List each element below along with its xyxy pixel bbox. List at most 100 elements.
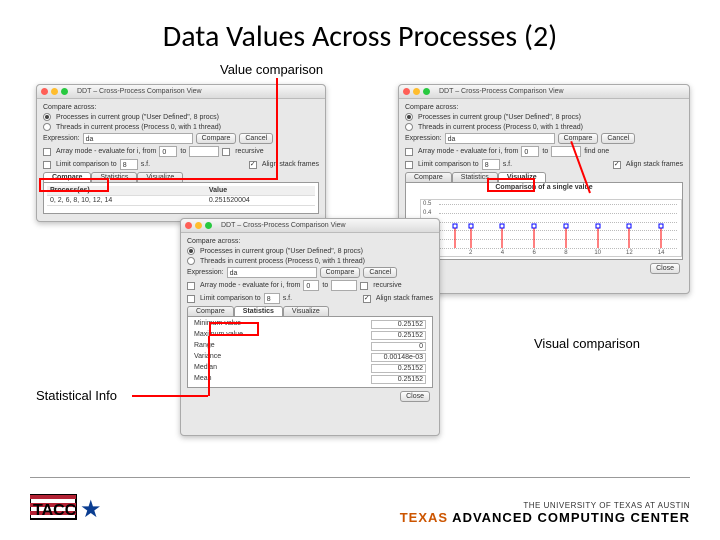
align-stack-label: Align stack frames xyxy=(262,161,319,168)
array-to-label: to xyxy=(542,148,548,155)
svg-text:TACC: TACC xyxy=(33,502,77,519)
callout-value-comparison: Value comparison xyxy=(220,62,323,77)
align-stack-label: Align stack frames xyxy=(376,295,433,302)
tab-visualize[interactable]: Visualize xyxy=(137,172,183,182)
tab-visualize[interactable]: Visualize xyxy=(283,306,329,316)
compare-across-label: Compare across: xyxy=(187,238,433,245)
close-button[interactable]: Close xyxy=(650,263,680,274)
sf-label: s.f. xyxy=(503,161,512,168)
expression-input[interactable]: da xyxy=(227,267,317,278)
array-mode-label: Array mode - evaluate for i, from xyxy=(200,282,300,289)
close-button[interactable]: Close xyxy=(400,391,430,402)
window-visualize: DDT – Cross-Process Comparison View Comp… xyxy=(398,84,690,294)
stat-row: Median0.25152 xyxy=(190,363,430,374)
statistics-panel: Minimum value0.25152Maximum value0.25152… xyxy=(187,316,433,388)
recursive-checkbox[interactable] xyxy=(222,148,230,156)
cancel-button[interactable]: Cancel xyxy=(363,267,397,278)
window-title: DDT – Cross-Process Comparison View xyxy=(77,88,202,95)
minimize-icon[interactable] xyxy=(51,88,58,95)
table-row: 0, 2, 6, 8, 10, 12, 140.251520004 xyxy=(47,196,315,206)
limit-sf-input[interactable]: 8 xyxy=(264,293,280,304)
recursive-checkbox[interactable] xyxy=(360,282,368,290)
compare-button[interactable]: Compare xyxy=(558,133,599,144)
radio-threads[interactable] xyxy=(405,123,413,131)
array-mode-checkbox[interactable] xyxy=(43,148,51,156)
zoom-icon[interactable] xyxy=(423,88,430,95)
close-icon[interactable] xyxy=(185,222,192,229)
radio-processes-label: Processes in current group ("User Define… xyxy=(200,248,363,255)
tacc-logo: TACC ★ xyxy=(30,489,108,525)
svg-text:★: ★ xyxy=(80,496,102,523)
results-table: Process(es)Value 0, 2, 6, 8, 10, 12, 140… xyxy=(47,186,315,206)
array-from-input[interactable]: 0 xyxy=(521,146,539,157)
limit-sf-input[interactable]: 8 xyxy=(482,159,500,170)
sf-label: s.f. xyxy=(141,161,150,168)
array-mode-checkbox[interactable] xyxy=(187,282,195,290)
array-to-label: to xyxy=(322,282,328,289)
cancel-button[interactable]: Cancel xyxy=(239,133,273,144)
limit-checkbox[interactable] xyxy=(187,295,195,303)
tab-bar: Compare Statistics Visualize xyxy=(187,306,433,316)
radio-processes[interactable] xyxy=(43,113,51,121)
zoom-icon[interactable] xyxy=(61,88,68,95)
minimize-icon[interactable] xyxy=(195,222,202,229)
array-to-input[interactable] xyxy=(331,280,357,291)
expression-label: Expression: xyxy=(187,269,224,276)
array-to-input[interactable] xyxy=(189,146,219,157)
expression-label: Expression: xyxy=(43,135,80,142)
callout-visual-comparison: Visual comparison xyxy=(534,336,640,351)
slide-title: Data Values Across Processes (2) xyxy=(0,18,720,55)
stat-row: Maximum value0.25152 xyxy=(190,330,430,341)
radio-processes-label: Processes in current group ("User Define… xyxy=(418,114,581,121)
tab-compare[interactable]: Compare xyxy=(405,172,452,182)
compare-button[interactable]: Compare xyxy=(196,133,237,144)
tab-visualize[interactable]: Visualize xyxy=(498,172,546,182)
compare-button[interactable]: Compare xyxy=(320,267,361,278)
callout-statistical-info: Statistical Info xyxy=(36,388,117,403)
array-from-input[interactable]: 0 xyxy=(303,280,319,291)
compare-results-panel: Process(es)Value 0, 2, 6, 8, 10, 12, 140… xyxy=(43,182,319,214)
align-stack-checkbox[interactable] xyxy=(249,161,257,169)
limit-label: Limit comparison to xyxy=(418,161,479,168)
tab-compare[interactable]: Compare xyxy=(187,306,234,316)
array-mode-label: Array mode - evaluate for i, from xyxy=(418,148,518,155)
titlebar: DDT – Cross-Process Comparison View xyxy=(399,85,689,99)
window-compare: DDT – Cross-Process Comparison View Comp… xyxy=(36,84,326,222)
recursive-label: recursive xyxy=(373,282,401,289)
expression-input[interactable]: da xyxy=(83,133,193,144)
align-stack-label: Align stack frames xyxy=(626,161,683,168)
tab-statistics[interactable]: Statistics xyxy=(91,172,137,182)
titlebar: DDT – Cross-Process Comparison View xyxy=(37,85,325,99)
radio-threads[interactable] xyxy=(187,257,195,265)
cancel-button[interactable]: Cancel xyxy=(601,133,635,144)
array-mode-checkbox[interactable] xyxy=(405,148,413,156)
radio-threads[interactable] xyxy=(43,123,51,131)
tab-statistics[interactable]: Statistics xyxy=(452,172,498,182)
limit-checkbox[interactable] xyxy=(43,161,51,169)
radio-threads-label: Threads in current process (Process 0, w… xyxy=(418,124,583,131)
array-from-input[interactable]: 0 xyxy=(159,146,177,157)
radio-processes[interactable] xyxy=(405,113,413,121)
footer-divider xyxy=(30,477,690,478)
radio-processes[interactable] xyxy=(187,247,195,255)
limit-checkbox[interactable] xyxy=(405,161,413,169)
zoom-icon[interactable] xyxy=(205,222,212,229)
titlebar: DDT – Cross-Process Comparison View xyxy=(181,219,439,233)
stat-row: Range0 xyxy=(190,341,430,352)
stat-row: Mean0.25152 xyxy=(190,374,430,385)
find-one-label: find one xyxy=(584,148,609,155)
close-icon[interactable] xyxy=(41,88,48,95)
tab-bar: Compare Statistics Visualize xyxy=(43,172,319,182)
array-to-input[interactable] xyxy=(551,146,581,157)
minimize-icon[interactable] xyxy=(413,88,420,95)
align-stack-checkbox[interactable] xyxy=(613,161,621,169)
tab-bar: Compare Statistics Visualize xyxy=(405,172,683,182)
align-stack-checkbox[interactable] xyxy=(363,295,371,303)
expression-input[interactable]: da xyxy=(445,133,555,144)
tab-compare[interactable]: Compare xyxy=(43,172,91,182)
limit-sf-input[interactable]: 8 xyxy=(120,159,138,170)
compare-across-label: Compare across: xyxy=(405,104,683,111)
tab-statistics[interactable]: Statistics xyxy=(234,306,283,316)
close-icon[interactable] xyxy=(403,88,410,95)
radio-processes-label: Processes in current group ("User Define… xyxy=(56,114,219,121)
